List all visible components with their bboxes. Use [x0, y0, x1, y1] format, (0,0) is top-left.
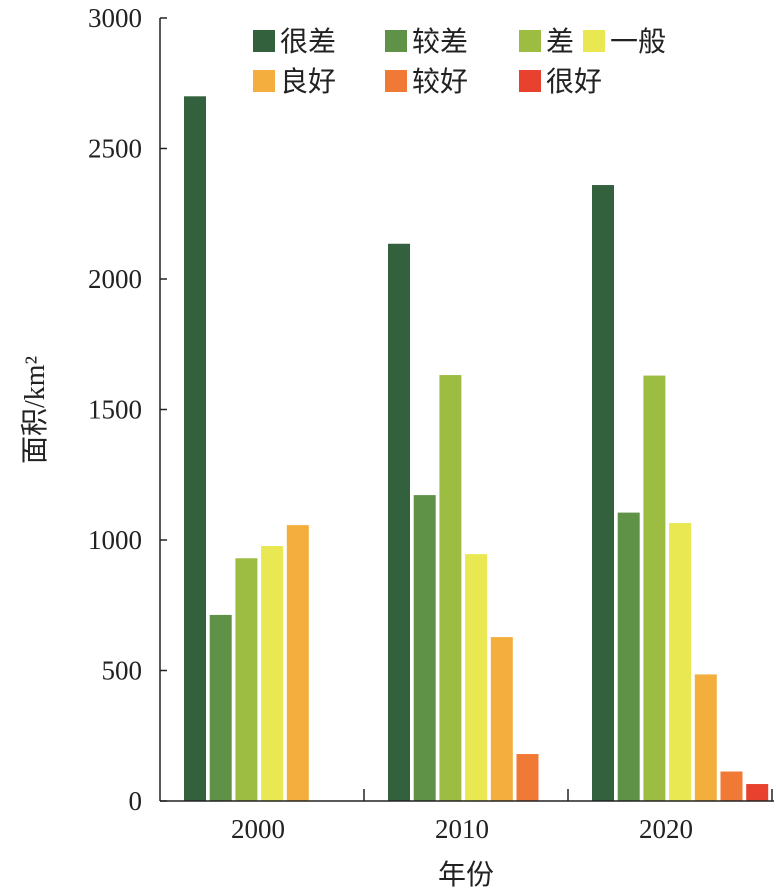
x-tick-label: 2000: [231, 814, 285, 844]
x-ticks: 2000 2010 2020: [231, 789, 773, 844]
bar-较好-2020: [720, 771, 743, 801]
bar-良好-2000: [286, 525, 309, 801]
legend-label: 很好: [546, 66, 602, 98]
legend-swatch: [385, 70, 407, 92]
legend-swatch: [519, 70, 541, 92]
bar-较差-2020: [617, 512, 640, 801]
legend-label: 较好: [412, 66, 468, 98]
bar-差-2000: [235, 558, 258, 801]
bar-差-2020: [643, 375, 666, 801]
y-tick-label: 500: [102, 656, 143, 686]
y-tick-label: 1000: [88, 525, 142, 555]
bar-很差-2020: [592, 185, 614, 802]
legend-label: 很差: [280, 26, 336, 58]
y-axis-label: 面积/km²: [20, 356, 51, 464]
legend-label: 一般: [610, 26, 666, 58]
bar-较差-2010: [413, 495, 436, 801]
legend-label: 差: [546, 26, 574, 58]
legend-swatch: [253, 30, 275, 52]
legend-label: 良好: [280, 66, 336, 98]
bar-一般-2000: [261, 546, 284, 801]
bar-一般-2010: [465, 554, 488, 801]
bars: [184, 96, 769, 802]
x-tick-label: 2010: [435, 814, 489, 844]
bar-良好-2010: [490, 637, 513, 801]
y-tick-label: 2500: [88, 134, 142, 164]
bar-一般-2020: [669, 523, 692, 801]
legend-swatch: [253, 70, 275, 92]
legend-swatch: [583, 30, 605, 52]
legend-label: 较差: [412, 26, 468, 58]
bar-良好-2020: [694, 674, 717, 801]
legend-swatch: [519, 30, 541, 52]
legend-swatch: [385, 30, 407, 52]
x-tick-label: 2020: [639, 814, 693, 844]
y-tick-label: 1500: [88, 395, 142, 425]
bar-很好-2020: [746, 784, 769, 801]
y-tick-label: 0: [129, 786, 143, 816]
bar-较差-2000: [209, 614, 232, 801]
y-tick-label: 2000: [88, 264, 142, 294]
y-ticks: 0 500 1000 1500 2000 2500 3000: [88, 3, 167, 816]
bar-较好-2010: [516, 754, 539, 801]
bar-很差-2010: [388, 243, 410, 801]
bar-很差-2000: [184, 96, 206, 802]
x-axis-label: 年份: [438, 859, 494, 891]
bar-差-2010: [439, 375, 462, 801]
y-tick-label: 3000: [88, 3, 142, 33]
